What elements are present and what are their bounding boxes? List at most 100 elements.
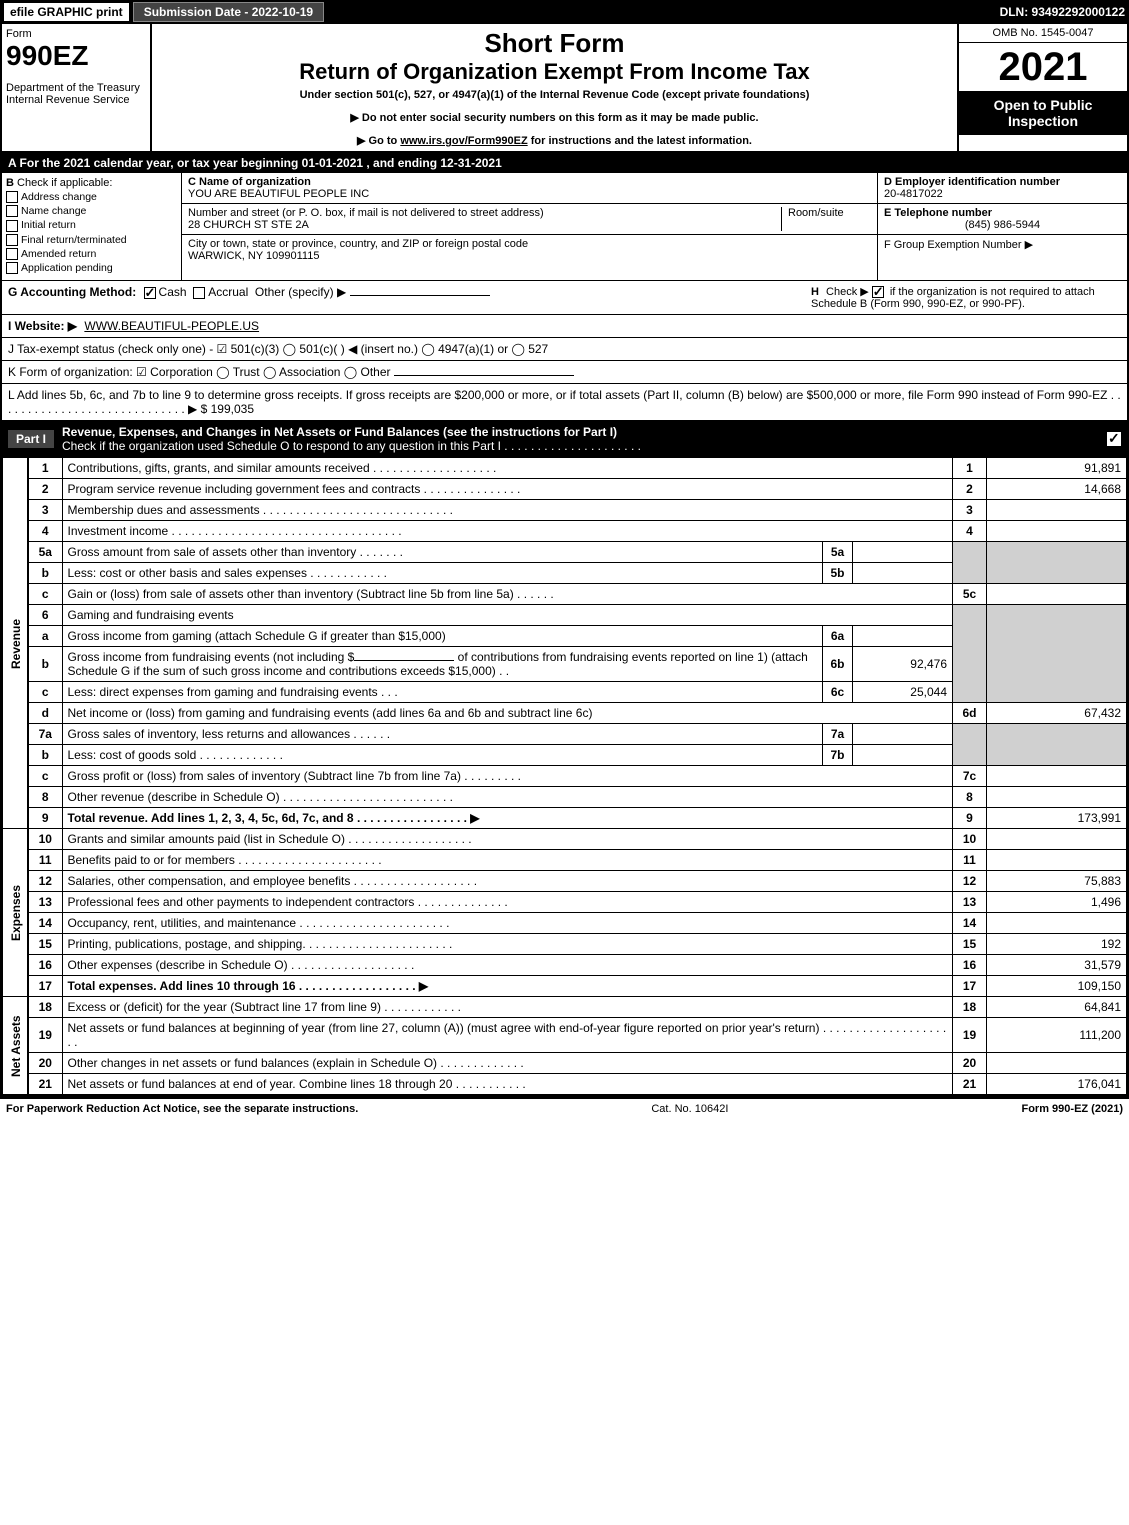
header-right: OMB No. 1545-0047 2021 Open to Public In… xyxy=(957,24,1127,151)
ein-label: D Employer identification number xyxy=(884,176,1121,188)
cat-no: Cat. No. 10642I xyxy=(651,1103,728,1115)
org-name-label: C Name of organization xyxy=(188,176,871,188)
part1-header: Part I Revenue, Expenses, and Changes in… xyxy=(0,421,1129,457)
table-row: 16Other expenses (describe in Schedule O… xyxy=(3,955,1127,976)
table-row: 7aGross sales of inventory, less returns… xyxy=(3,724,1127,745)
form-word: Form xyxy=(6,28,146,40)
part1-title: Revenue, Expenses, and Changes in Net As… xyxy=(62,425,617,439)
accrual-checkbox[interactable] xyxy=(193,287,205,299)
ein-value: 20-4817022 xyxy=(884,188,1121,200)
part1-sub: Check if the organization used Schedule … xyxy=(62,439,641,453)
table-row: 20Other changes in net assets or fund ba… xyxy=(3,1053,1127,1074)
table-row: 17Total expenses. Add lines 10 through 1… xyxy=(3,976,1127,997)
section-b: B Check if applicable: Address change Na… xyxy=(2,173,182,280)
tel-value: (845) 986-5944 xyxy=(884,219,1121,231)
city-value: WARWICK, NY 109901115 xyxy=(188,250,871,262)
line-a: A For the 2021 calendar year, or tax yea… xyxy=(0,153,1129,173)
group-exemption-label: F Group Exemption Number ▶ xyxy=(884,238,1121,251)
goto-post: for instructions and the latest informat… xyxy=(528,135,752,147)
goto-note: ▶ Go to www.irs.gov/Form990EZ for instru… xyxy=(160,134,949,147)
opt-address-change[interactable]: Address change xyxy=(6,191,177,203)
netassets-side-label: Net Assets xyxy=(3,997,29,1095)
org-name: YOU ARE BEAUTIFUL PEOPLE INC xyxy=(188,188,871,200)
opt-application-pending[interactable]: Application pending xyxy=(6,262,177,274)
other-specify-label: Other (specify) ▶ xyxy=(255,285,346,299)
lines-table: Revenue 1 Contributions, gifts, grants, … xyxy=(2,457,1127,1095)
form-of-org: K Form of organization: ☑ Corporation ◯ … xyxy=(8,365,391,379)
row-i: I Website: ▶ WWW.BEAUTIFUL-PEOPLE.US xyxy=(0,315,1129,338)
tax-exempt-status: J Tax-exempt status (check only one) - ☑… xyxy=(8,342,548,356)
table-row: Expenses 10Grants and similar amounts pa… xyxy=(3,829,1127,850)
table-row: 2Program service revenue including gover… xyxy=(3,479,1127,500)
opt-name-change[interactable]: Name change xyxy=(6,205,177,217)
form-header: Form 990EZ Department of the Treasury In… xyxy=(0,24,1129,153)
website-link[interactable]: WWW.BEAUTIFUL-PEOPLE.US xyxy=(84,319,259,333)
tel-label: E Telephone number xyxy=(884,207,1121,219)
table-row: 4Investment income . . . . . . . . . . .… xyxy=(3,521,1127,542)
header-left: Form 990EZ Department of the Treasury In… xyxy=(2,24,152,151)
line-amount: 91,891 xyxy=(987,458,1127,479)
table-row: dNet income or (loss) from gaming and fu… xyxy=(3,703,1127,724)
open-inspection: Open to Public Inspection xyxy=(959,91,1127,135)
table-row: 3Membership dues and assessments . . . .… xyxy=(3,500,1127,521)
accrual-label: Accrual xyxy=(208,285,248,299)
table-row: cGross profit or (loss) from sales of in… xyxy=(3,766,1127,787)
opt-final-return[interactable]: Final return/terminated xyxy=(6,234,177,246)
revenue-side-label: Revenue xyxy=(3,458,29,829)
dln-label: DLN: 93492292000122 xyxy=(1000,5,1125,19)
return-title: Return of Organization Exempt From Incom… xyxy=(160,59,949,85)
part1-tag: Part I xyxy=(8,430,54,448)
efile-print-label[interactable]: efile GRAPHIC print xyxy=(4,3,129,21)
table-row: 12Salaries, other compensation, and empl… xyxy=(3,871,1127,892)
section-def: D Employer identification number 20-4817… xyxy=(877,173,1127,280)
expenses-side-label: Expenses xyxy=(3,829,29,997)
row-j: J Tax-exempt status (check only one) - ☑… xyxy=(0,338,1129,361)
irs-link[interactable]: www.irs.gov/Form990EZ xyxy=(400,135,527,147)
top-bar: efile GRAPHIC print Submission Date - 20… xyxy=(0,0,1129,24)
table-row: 19Net assets or fund balances at beginni… xyxy=(3,1018,1127,1053)
check-if-label: Check if applicable: xyxy=(17,177,112,189)
accounting-method-label: G Accounting Method: xyxy=(8,285,136,299)
room-suite-label: Room/suite xyxy=(781,207,871,231)
addr-value: 28 CHURCH ST STE 2A xyxy=(188,219,781,231)
dept-label: Department of the Treasury xyxy=(6,82,146,94)
h-checkbox[interactable] xyxy=(872,286,884,298)
row-l: L Add lines 5b, 6c, and 7b to line 9 to … xyxy=(0,384,1129,421)
table-row: 5aGross amount from sale of assets other… xyxy=(3,542,1127,563)
website-label: I Website: ▶ xyxy=(8,319,77,333)
row-k: K Form of organization: ☑ Corporation ◯ … xyxy=(0,361,1129,384)
table-row: 15Printing, publications, postage, and s… xyxy=(3,934,1127,955)
tax-year: 2021 xyxy=(959,43,1127,91)
line-l-amount: 199,035 xyxy=(211,402,254,416)
form-ref: Form 990-EZ (2021) xyxy=(1021,1103,1123,1115)
row-gh: G Accounting Method: Cash Accrual Other … xyxy=(0,281,1129,315)
h-check-text: Check ▶ xyxy=(826,286,869,298)
table-row: 13Professional fees and other payments t… xyxy=(3,892,1127,913)
city-label: City or town, state or province, country… xyxy=(188,238,871,250)
table-row: cGain or (loss) from sale of assets othe… xyxy=(3,584,1127,605)
irs-label: Internal Revenue Service xyxy=(6,94,146,106)
table-row: Revenue 1 Contributions, gifts, grants, … xyxy=(3,458,1127,479)
section-c: C Name of organization YOU ARE BEAUTIFUL… xyxy=(182,173,877,280)
table-row: Net Assets 18Excess or (deficit) for the… xyxy=(3,997,1127,1018)
subtitle: Under section 501(c), 527, or 4947(a)(1)… xyxy=(160,89,949,101)
cash-checkbox[interactable] xyxy=(144,287,156,299)
h-label: H xyxy=(811,286,819,298)
section-b-letter: B xyxy=(6,177,14,189)
table-row: 9Total revenue. Add lines 1, 2, 3, 4, 5c… xyxy=(3,808,1127,829)
addr-label: Number and street (or P. O. box, if mail… xyxy=(188,207,781,219)
table-row: 6Gaming and fundraising events xyxy=(3,605,1127,626)
submission-date: Submission Date - 2022-10-19 xyxy=(133,2,324,22)
table-row: 11Benefits paid to or for members . . . … xyxy=(3,850,1127,871)
line-l-text: L Add lines 5b, 6c, and 7b to line 9 to … xyxy=(8,388,1121,416)
header-mid: Short Form Return of Organization Exempt… xyxy=(152,24,957,151)
opt-initial-return[interactable]: Initial return xyxy=(6,219,177,231)
short-form-title: Short Form xyxy=(160,28,949,59)
part1-schedule-o-checkbox[interactable] xyxy=(1107,432,1121,446)
line-box: 1 xyxy=(953,458,987,479)
page-footer: For Paperwork Reduction Act Notice, see … xyxy=(0,1097,1129,1119)
opt-amended-return[interactable]: Amended return xyxy=(6,248,177,260)
form-number: 990EZ xyxy=(6,40,146,72)
line-desc: Contributions, gifts, grants, and simila… xyxy=(62,458,953,479)
goto-pre: ▶ Go to xyxy=(357,135,400,147)
